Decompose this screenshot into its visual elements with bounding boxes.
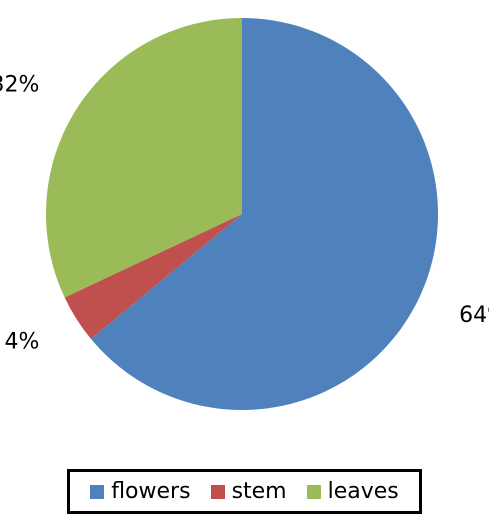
legend-swatch-leaves (306, 484, 321, 499)
pie-slice-flowers (90, 18, 438, 410)
legend-label-flowers: flowers (111, 478, 191, 504)
legend-label-leaves: leaves (327, 478, 399, 504)
legend-item-stem: stem (210, 478, 287, 504)
legend-item-flowers: flowers (90, 478, 191, 504)
legend-label-stem: stem (231, 478, 287, 504)
pie-slice-leaves (45, 18, 243, 298)
legend-swatch-stem (210, 484, 225, 499)
legend: flowers stem leaves (67, 469, 422, 514)
legend-item-leaves: leaves (306, 478, 399, 504)
data-label-stem: 4% (4, 330, 39, 355)
legend-swatch-flowers (90, 484, 105, 499)
pie-chart: 64% 4% 32% (0, 18, 489, 410)
data-label-leaves: 32% (0, 72, 39, 97)
pie-slice-stem (64, 214, 242, 339)
data-label-flowers: 64% (459, 303, 489, 328)
